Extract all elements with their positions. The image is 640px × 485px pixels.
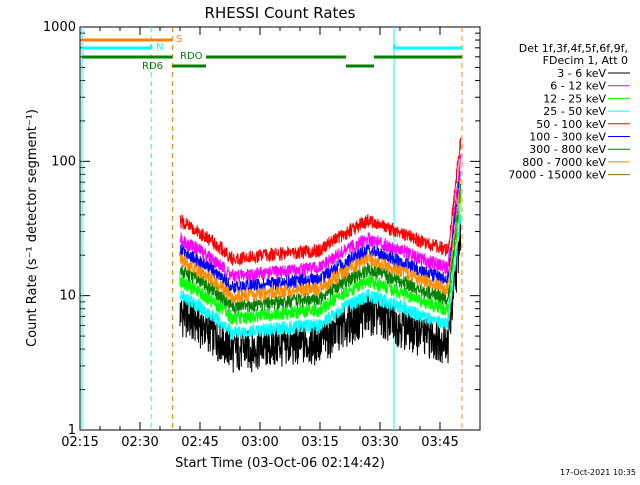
- series-line: [179, 213, 462, 340]
- x-tick-label: 02:15: [61, 435, 98, 450]
- legend-entry-label: 12 - 25 keV: [543, 92, 606, 105]
- flag-label: RD6: [142, 61, 163, 72]
- chart-title: RHESSI Count Rates: [205, 4, 356, 22]
- series-line: [179, 137, 462, 266]
- legend-header-line-1: Det 1f,3f,4f,5f,6f,9f,: [519, 42, 628, 55]
- legend-entry-label: 800 - 7000 keV: [522, 156, 606, 169]
- x-tick-label: 03:45: [421, 435, 458, 450]
- legend-header-line-2: FDecim 1, Att 0: [543, 54, 628, 67]
- legend-entry-label: 300 - 800 keV: [529, 143, 606, 156]
- legend-entry-label: 50 - 100 keV: [536, 118, 606, 131]
- x-tick-label: 03:30: [361, 435, 398, 450]
- legend: Det 1f,3f,4f,5f,6f,9f, FDecim 1, Att 0 3…: [508, 42, 630, 182]
- legend-entry-label: 3 - 6 keV: [557, 67, 606, 80]
- flag-label: N: [156, 42, 163, 53]
- flag-label: S: [176, 34, 182, 45]
- y-tick-label: 100: [51, 154, 76, 169]
- x-tick-label: 03:00: [241, 435, 278, 450]
- y-tick-label: 10: [59, 289, 76, 304]
- series-line: [179, 194, 462, 326]
- x-tick-label: 03:15: [301, 435, 338, 450]
- legend-entry-label: 100 - 300 keV: [529, 131, 606, 144]
- series-line: [179, 154, 462, 284]
- legend-entry-label: 6 - 12 keV: [550, 80, 606, 93]
- x-tick-label: 02:45: [181, 435, 218, 450]
- flag-label: RDO: [180, 51, 203, 62]
- y-tick-label: 1000: [43, 20, 76, 35]
- y-tick-label: 1: [68, 423, 76, 438]
- y-axis-label: Count Rate (s⁻¹ detector segment⁻¹): [25, 109, 40, 347]
- plot-layer: 02:15 02:30 02:45 03:00 03:15 03:30 03:45 1 10 10…: [43, 20, 481, 450]
- legend-entry-label: 25 - 50 keV: [543, 105, 606, 118]
- legend-entry-label: 7000 - 15000 keV: [508, 169, 606, 182]
- x-tick-label: 02:30: [121, 435, 158, 450]
- axes-frame: [79, 26, 481, 431]
- date-stamp: 17-Oct-2021 10:35: [560, 468, 636, 477]
- series-line: [179, 177, 462, 304]
- x-axis-label: Start Time (03-Oct-06 02:14:42): [175, 456, 385, 471]
